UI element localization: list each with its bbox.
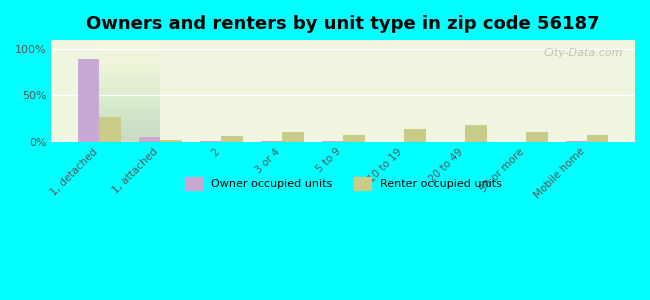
- Bar: [78, 58, 99, 142]
- Bar: [261, 141, 282, 142]
- Bar: [322, 141, 343, 142]
- Bar: [139, 137, 161, 142]
- Bar: [343, 135, 365, 142]
- Bar: [566, 141, 587, 142]
- Bar: [200, 141, 221, 142]
- Bar: [221, 136, 242, 142]
- Bar: [465, 125, 487, 142]
- Bar: [99, 117, 121, 142]
- Legend: Owner occupied units, Renter occupied units: Owner occupied units, Renter occupied un…: [181, 172, 506, 195]
- Bar: [526, 132, 547, 142]
- Bar: [161, 140, 181, 142]
- Bar: [282, 132, 304, 142]
- Bar: [587, 135, 608, 142]
- Title: Owners and renters by unit type in zip code 56187: Owners and renters by unit type in zip c…: [86, 15, 600, 33]
- Bar: [404, 129, 426, 142]
- Text: City-Data.com: City-Data.com: [544, 48, 623, 58]
